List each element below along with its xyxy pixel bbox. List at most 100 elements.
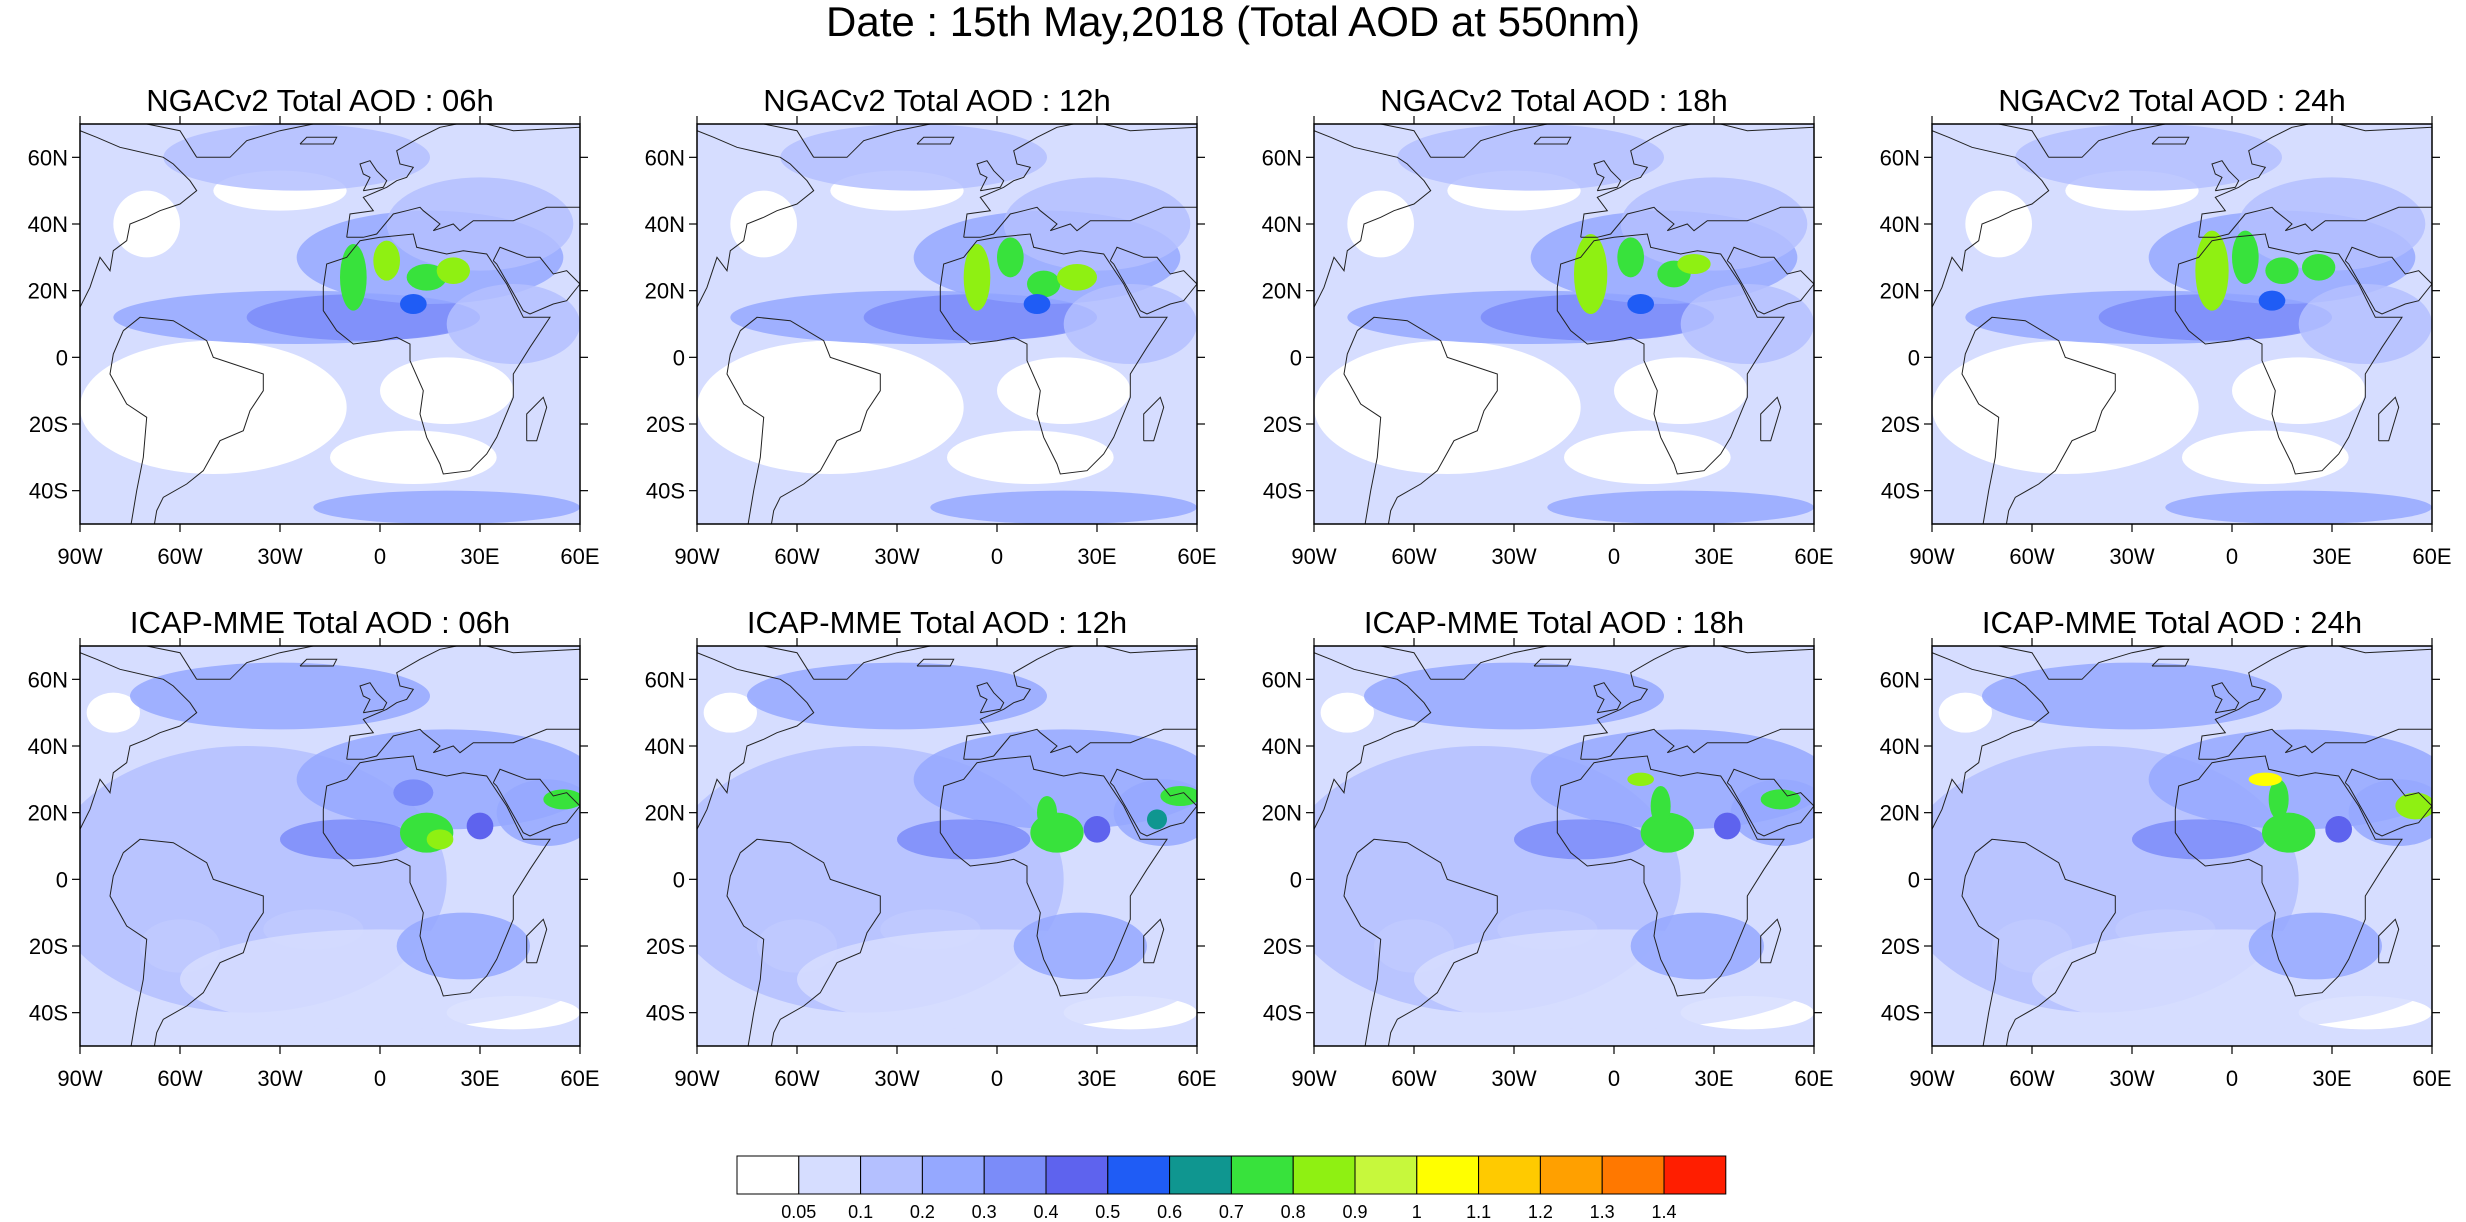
colorbar-label: 1.4 <box>1651 1202 1676 1222</box>
lat-tick-label: 40N <box>1262 734 1302 759</box>
lat-tick-label: 40S <box>646 1001 685 1026</box>
colorbar-label: 0.9 <box>1342 1202 1367 1222</box>
panel-title: ICAP-MME Total AOD : 18h <box>1363 605 1745 640</box>
colorbar-label: 0.4 <box>1033 1202 1058 1222</box>
map-panel: NGACv2 Total AOD : 18h 90W 60W 30W 0 30E 60E 60… <box>1244 84 1864 644</box>
map-plot: 90W 60W 30W 0 30E 60E 60N 40N 20N 0 20S 40S <box>1262 638 1834 1091</box>
panel-title: NGACv2 Total AOD : 18h <box>1380 83 1728 118</box>
lat-tick-label: 20N <box>645 801 685 826</box>
lon-tick-label: 90W <box>57 1066 102 1091</box>
lat-tick-label: 60N <box>1880 667 1920 692</box>
lon-tick-label: 30E <box>460 544 499 569</box>
colorbar-swatch <box>1663 1155 1727 1195</box>
lat-tick-label: 20S <box>646 412 685 437</box>
lon-tick-label: 0 <box>1608 544 1620 569</box>
lat-tick-label: 20S <box>1881 412 1920 437</box>
lon-tick-label: 30W <box>257 544 302 569</box>
lat-tick-label: 20N <box>28 801 68 826</box>
lon-tick-label: 0 <box>2226 544 2238 569</box>
lon-tick-label: 0 <box>1608 1066 1620 1091</box>
lon-tick-label: 30W <box>257 1066 302 1091</box>
aod-field <box>1932 646 2432 1046</box>
lon-tick-label: 60W <box>774 1066 819 1091</box>
colorbar-swatch <box>1045 1155 1109 1195</box>
lat-tick-label: 0 <box>1290 867 1302 892</box>
aod-field <box>697 646 1197 1046</box>
lon-tick-label: 60W <box>2009 544 2054 569</box>
map-plot: 90W 60W 30W 0 30E 60E 60N 40N 20N 0 20S 40S <box>1880 638 2452 1091</box>
map-panel: ICAP-MME Total AOD : 24h 90W 60W 30W 0 30E 60E… <box>1862 606 2466 1166</box>
lat-tick-label: 0 <box>673 867 685 892</box>
colorbar-label: 0.6 <box>1157 1202 1182 1222</box>
lat-tick-label: 40N <box>1880 212 1920 237</box>
aod-field <box>80 124 580 524</box>
colorbar-swatch <box>1169 1155 1232 1195</box>
map-plot: 90W 60W 30W 0 30E 60E 60N 40N 20N 0 20S 40S <box>645 638 1217 1091</box>
lat-tick-label: 20S <box>1263 934 1302 959</box>
coastlines <box>1314 646 1814 1046</box>
map-panel: NGACv2 Total AOD : 06h 90W 60W 30W 0 30E 60E 60… <box>10 84 630 644</box>
lat-tick-label: 0 <box>1290 345 1302 370</box>
lon-tick-label: 30E <box>1077 544 1116 569</box>
lon-tick-label: 60E <box>2412 1066 2451 1091</box>
colorbar-swatch <box>1539 1155 1603 1195</box>
lon-tick-label: 90W <box>1909 1066 1954 1091</box>
colorbar-label: 0.7 <box>1219 1202 1244 1222</box>
map-plot: 90W 60W 30W 0 30E 60E 60N 40N 20N 0 20S 40S <box>1880 116 2452 569</box>
map-panel: ICAP-MME Total AOD : 12h 90W 60W 30W 0 30E 60E… <box>627 606 1247 1166</box>
aod-field <box>1314 646 1814 1046</box>
map-plot: 90W 60W 30W 0 30E 60E 60N 40N 20N 0 20S 40S <box>1262 116 1834 569</box>
colorbar-swatch <box>798 1155 862 1195</box>
lon-tick-label: 60E <box>1177 1066 1216 1091</box>
lon-tick-label: 60W <box>774 544 819 569</box>
lat-tick-label: 40N <box>28 734 68 759</box>
lon-tick-label: 30E <box>1077 1066 1116 1091</box>
lon-tick-label: 60W <box>2009 1066 2054 1091</box>
lat-tick-label: 40N <box>1262 212 1302 237</box>
colorbar-swatch <box>1354 1155 1418 1195</box>
lon-tick-label: 30E <box>2312 544 2351 569</box>
colorbar-label: 0.05 <box>781 1202 816 1222</box>
coastlines <box>697 124 1197 524</box>
map-panel: NGACv2 Total AOD : 12h 90W 60W 30W 0 30E 60E 60… <box>627 84 1247 644</box>
lat-tick-label: 20N <box>1880 279 1920 304</box>
lon-tick-label: 30W <box>874 1066 919 1091</box>
colorbar-label: 0.1 <box>848 1202 873 1222</box>
colorbar-swatch <box>1230 1155 1294 1195</box>
colorbar-label: 0.2 <box>910 1202 935 1222</box>
lat-tick-label: 40N <box>1880 734 1920 759</box>
lat-tick-label: 40S <box>29 479 68 504</box>
lat-tick-label: 40S <box>29 1001 68 1026</box>
panel-title: NGACv2 Total AOD : 06h <box>146 83 494 118</box>
colorbar-swatch <box>983 1155 1047 1195</box>
lat-tick-label: 60N <box>1262 667 1302 692</box>
lat-tick-label: 20N <box>1262 279 1302 304</box>
lat-tick-label: 60N <box>645 145 685 170</box>
panel-title: ICAP-MME Total AOD : 06h <box>129 605 511 640</box>
lat-tick-label: 0 <box>56 345 68 370</box>
coastlines <box>1932 646 2432 1046</box>
lon-tick-label: 30W <box>1491 1066 1536 1091</box>
lat-tick-label: 0 <box>1908 345 1920 370</box>
lon-tick-label: 90W <box>674 544 719 569</box>
lat-tick-label: 20S <box>1881 934 1920 959</box>
lon-tick-label: 60E <box>560 1066 599 1091</box>
aod-field <box>697 124 1197 524</box>
lon-tick-label: 60W <box>157 544 202 569</box>
aod-field <box>1314 124 1814 524</box>
map-panel: ICAP-MME Total AOD : 18h 90W 60W 30W 0 30E 60E… <box>1244 606 1864 1166</box>
lat-tick-label: 60N <box>645 667 685 692</box>
map-panel: ICAP-MME Total AOD : 06h 90W 60W 30W 0 30E 60E… <box>10 606 630 1166</box>
lon-tick-label: 60W <box>1391 1066 1436 1091</box>
panel-title: NGACv2 Total AOD : 12h <box>763 83 1111 118</box>
map-plot: 90W 60W 30W 0 30E 60E 60N 40N 20N 0 20S 40S <box>28 638 600 1091</box>
lat-tick-label: 60N <box>1262 145 1302 170</box>
lat-tick-label: 20S <box>1263 412 1302 437</box>
colorbar-label: 0.3 <box>972 1202 997 1222</box>
lon-tick-label: 0 <box>374 544 386 569</box>
colorbar-swatch <box>860 1155 923 1195</box>
lat-tick-label: 20N <box>645 279 685 304</box>
map-plot: 90W 60W 30W 0 30E 60E 60N 40N 20N 0 20S 40S <box>645 116 1217 569</box>
lon-tick-label: 30W <box>1491 544 1536 569</box>
lon-tick-label: 60E <box>1794 1066 1833 1091</box>
